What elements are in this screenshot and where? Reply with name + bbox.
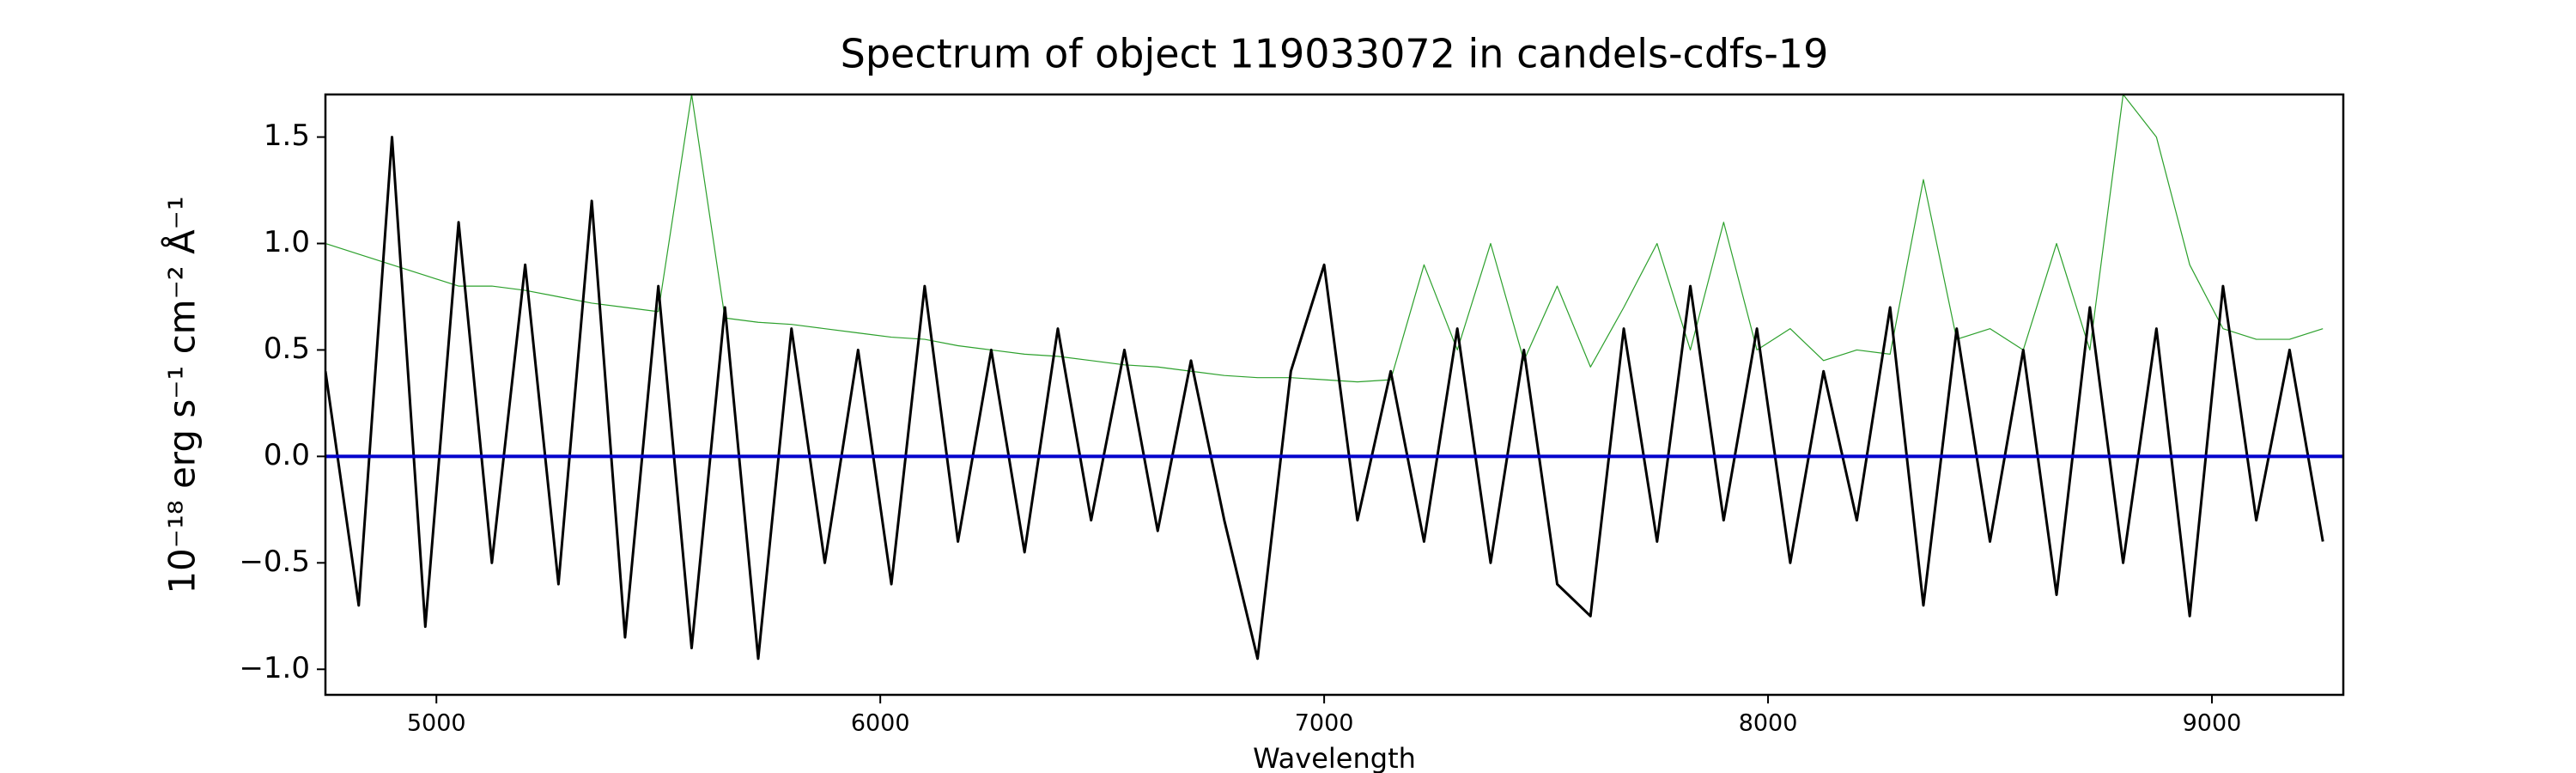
y-axis-label: 10⁻¹⁸ erg s⁻¹ cm⁻² Å⁻¹ xyxy=(161,196,204,593)
y-tick-label: −1.0 xyxy=(239,651,310,685)
x-tick-label: 6000 xyxy=(851,710,910,737)
spectrum-line xyxy=(325,136,2324,660)
y-tick-label: −0.5 xyxy=(239,545,310,579)
y-tick-label: 1.0 xyxy=(264,225,310,259)
x-tick-label: 5000 xyxy=(407,710,466,737)
x-tick-label: 9000 xyxy=(2183,710,2242,737)
x-tick-label: 8000 xyxy=(1739,710,1798,737)
y-tick-label: 0.5 xyxy=(264,332,310,366)
x-tick-label: 7000 xyxy=(1295,710,1354,737)
chart-title: Spectrum of object 119033072 in candels-… xyxy=(841,31,1829,77)
y-tick-label: 0.0 xyxy=(264,438,310,472)
y-tick-label: 1.5 xyxy=(264,119,310,153)
plot-area xyxy=(325,94,2343,660)
axes-frame xyxy=(324,93,2345,697)
spectrum-line xyxy=(325,94,2324,383)
x-axis-label: Wavelength xyxy=(1253,742,1416,773)
